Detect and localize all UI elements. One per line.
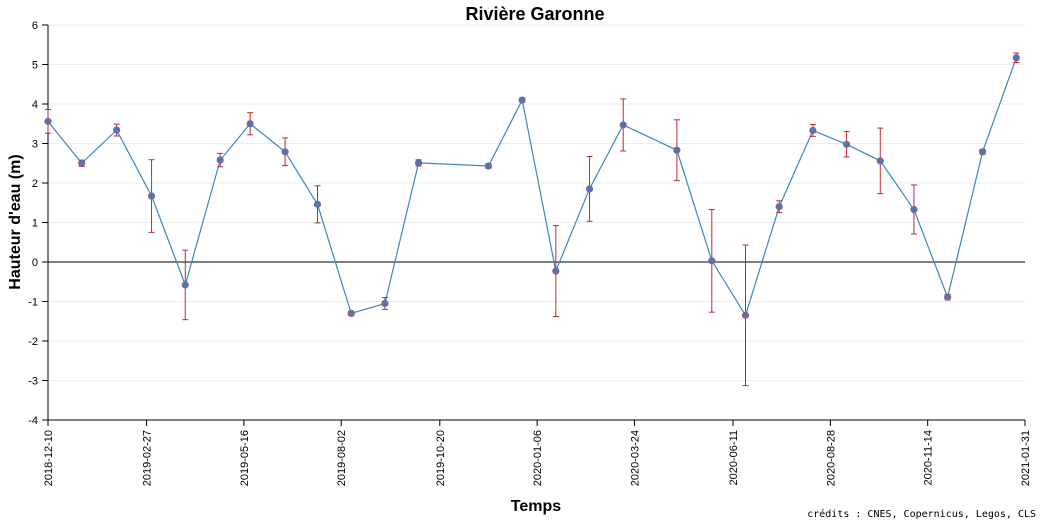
data-point [673, 146, 681, 154]
credits-text: crédits : CNES, Copernicus, Legos, CLS [807, 508, 1036, 520]
x-tick-label: 2018-12-10 [43, 430, 55, 486]
x-tick-label: 2019-02-27 [142, 430, 154, 486]
data-point [147, 192, 156, 200]
y-tick-label: 1 [32, 218, 38, 230]
x-tick-label: 2020-06-11 [728, 430, 740, 485]
x-axis-label: Temps [511, 498, 561, 515]
data-markers [44, 54, 1020, 319]
data-point [181, 281, 189, 289]
data-point [910, 205, 918, 214]
data-point [775, 203, 783, 211]
data-point [552, 267, 560, 275]
y-tick-label: -1 [28, 297, 38, 309]
data-point [113, 126, 121, 134]
data-point [741, 311, 750, 319]
series-water-level [47, 57, 1017, 317]
data-point [842, 140, 851, 148]
y-tick-label: -4 [28, 415, 38, 427]
data-point [414, 159, 423, 167]
data-point [518, 96, 526, 104]
data-point [809, 126, 817, 135]
y-tick-label: -2 [28, 336, 38, 348]
y-tick-label: 4 [32, 99, 38, 111]
x-tick-label: 2020-08-28 [825, 430, 837, 486]
data-point [246, 120, 254, 128]
data-point [44, 117, 52, 125]
data-point [484, 162, 493, 170]
series-line [47, 57, 1017, 317]
x-tick-label: 2021-01-31 [1020, 430, 1032, 486]
data-point [708, 257, 716, 265]
y-axis: -4 -3 -2 -1 0 1 2 3 4 5 6 [28, 20, 49, 427]
y-tick-label: 3 [32, 139, 38, 151]
data-point [381, 299, 389, 308]
y-tick-label: 6 [32, 20, 38, 32]
data-point [876, 157, 884, 165]
x-tick-label: 2019-10-20 [435, 430, 447, 486]
data-point [347, 309, 355, 317]
error-bars [45, 52, 1020, 387]
data-point [619, 121, 627, 129]
data-point [978, 148, 987, 156]
x-tick-label: 2019-08-02 [336, 430, 348, 486]
data-point [281, 148, 289, 156]
y-tick-label: 5 [32, 60, 38, 72]
gridlines [48, 24, 1025, 421]
data-point [78, 159, 86, 167]
chart-title: Rivière Garonne [465, 4, 604, 24]
data-point [944, 293, 952, 301]
data-point [1012, 54, 1020, 62]
y-axis-label: Hauteur d'eau (m) [7, 154, 24, 289]
x-tick-label: 2020-03-24 [629, 430, 641, 486]
y-tick-label: -3 [28, 376, 38, 388]
x-tick-label: 2020-01-06 [532, 430, 544, 486]
y-tick-label: 0 [32, 257, 38, 269]
x-tick-label: 2019-05-16 [239, 430, 251, 486]
y-tick-label: 2 [32, 178, 38, 190]
data-point [313, 200, 322, 208]
data-point [585, 185, 594, 193]
x-axis: 2018-12-10 2019-02-27 2019-05-16 2019-08-02… [43, 419, 1032, 486]
data-point [216, 156, 224, 164]
x-tick-label: 2020-11-14 [923, 430, 935, 485]
